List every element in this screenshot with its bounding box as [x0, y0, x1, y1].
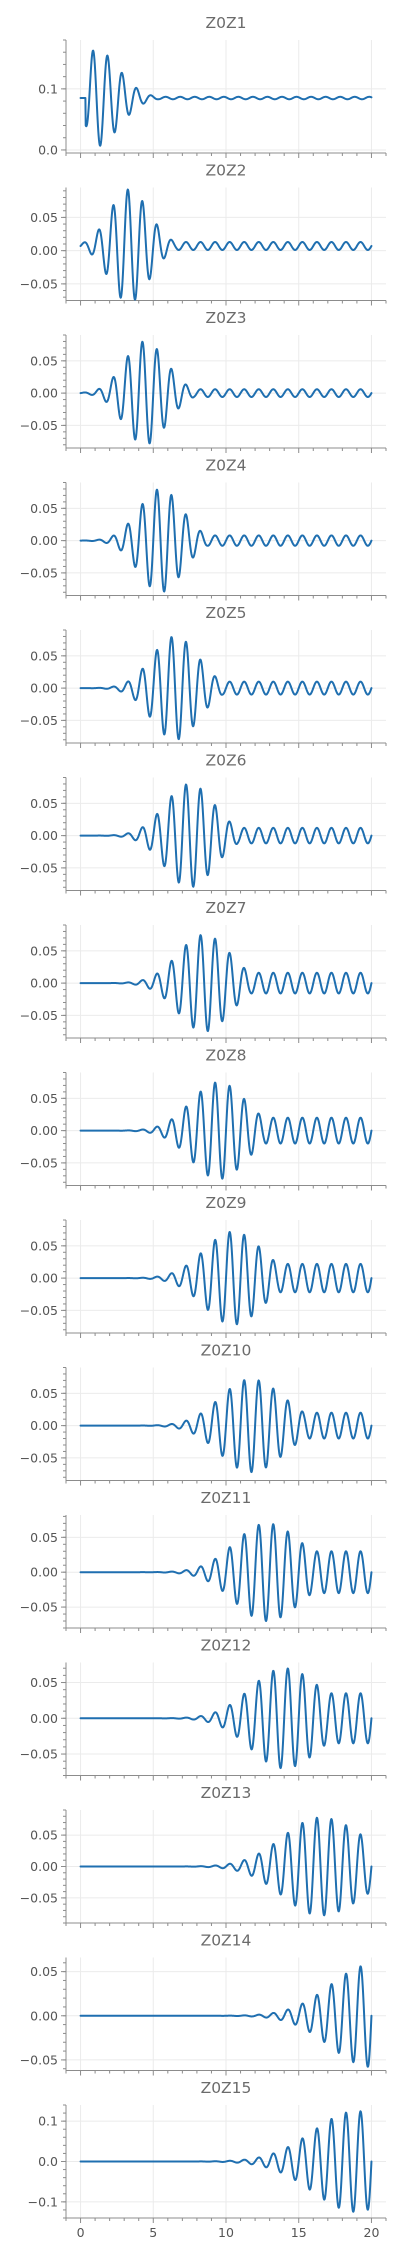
subplot-title: Z0Z6 [206, 752, 247, 770]
x-tick-label: 10 [218, 2225, 234, 2240]
subplot-z0z2: Z0Z2 −0.05 0.00 0.05 [20, 162, 387, 306]
y-tick-label: −0.05 [20, 1747, 58, 1762]
subplot-title: Z0Z12 [201, 1637, 252, 1655]
subplot-title: Z0Z7 [206, 899, 247, 917]
series-line [79, 1523, 373, 1622]
y-tick-label: −0.05 [20, 565, 58, 580]
y-tick-label: −0.1 [28, 2194, 58, 2209]
y-tick-label: 0.05 [30, 1530, 58, 1545]
y-tick-label: 0.00 [30, 533, 58, 548]
series-line [79, 636, 373, 741]
subplot-title: Z0Z5 [206, 604, 247, 622]
y-tick-label: 0.00 [30, 1123, 58, 1138]
subplot-z0z13: Z0Z13 −0.05 0.00 0.05 [20, 1784, 387, 1928]
subplot-z0z9: Z0Z9 −0.05 0.00 0.05 [20, 1194, 387, 1338]
series-line [79, 340, 373, 445]
y-tick-label: 0.05 [30, 1828, 58, 1843]
y-tick-label: 0.1 [38, 2114, 58, 2129]
y-tick-label: 0.05 [30, 943, 58, 958]
y-tick-label: −0.05 [20, 1303, 58, 1318]
subplot-z0z6: Z0Z6 −0.05 0.00 0.05 [20, 752, 387, 896]
subplot-z0z10: Z0Z10 −0.05 0.00 0.05 [20, 1342, 387, 1486]
subplot-title: Z0Z15 [201, 2079, 252, 2097]
y-tick-label: −0.05 [20, 418, 58, 433]
subplot-z0z1: Z0Z1 0.0 0.1 [38, 14, 387, 158]
series-line [79, 49, 373, 147]
x-tick-label: 5 [149, 2225, 157, 2240]
y-tick-label: 0.00 [30, 976, 58, 991]
y-tick-label: 0.00 [30, 828, 58, 843]
series-line [79, 1379, 373, 1474]
y-tick-label: 0.00 [30, 1418, 58, 1433]
subplot-title: Z0Z14 [201, 1932, 252, 1950]
subplot-title: Z0Z8 [206, 1047, 247, 1065]
y-tick-label: 0.0 [38, 2154, 58, 2169]
y-tick-label: 0.05 [30, 1238, 58, 1253]
subplot-z0z14: Z0Z14 −0.05 0.00 0.05 [20, 1932, 387, 2076]
y-tick-label: 0.05 [30, 796, 58, 811]
y-tick-label: −0.05 [20, 713, 58, 728]
y-tick-label: 0.05 [30, 1091, 58, 1106]
y-tick-label: 0.05 [30, 501, 58, 516]
series-line [79, 783, 373, 888]
y-tick-label: 0.00 [30, 243, 58, 258]
subplot-title: Z0Z13 [201, 1784, 252, 1802]
subplot-title: Z0Z1 [206, 14, 247, 32]
y-tick-label: 0.00 [30, 1271, 58, 1286]
subplot-title: Z0Z4 [206, 457, 247, 475]
y-tick-label: 0.00 [30, 1565, 58, 1580]
subplot-title: Z0Z11 [201, 1489, 252, 1507]
series-line [79, 1816, 373, 1917]
series-line [79, 2110, 373, 2213]
series-line [79, 1667, 373, 1770]
y-tick-label: 0.05 [30, 648, 58, 663]
y-tick-label: 0.05 [30, 1964, 58, 1979]
y-tick-label: −0.05 [20, 1600, 58, 1615]
x-tick-label: 20 [364, 2225, 380, 2240]
subplot-title: Z0Z9 [206, 1194, 247, 1212]
y-tick-label: 0.05 [30, 1386, 58, 1401]
y-tick-label: −0.05 [20, 1155, 58, 1170]
y-tick-label: 0.00 [30, 1859, 58, 1874]
subplot-z0z7: Z0Z7 −0.05 0.00 0.05 [20, 899, 387, 1043]
y-tick-label: 0.00 [30, 681, 58, 696]
series-line [79, 188, 373, 301]
x-tick-label: 15 [291, 2225, 307, 2240]
y-tick-label: 0.05 [30, 210, 58, 225]
series-line [79, 1081, 373, 1180]
y-tick-label: 0.00 [30, 1711, 58, 1726]
y-tick-label: 0.0 [38, 142, 58, 157]
series-line [79, 1231, 373, 1326]
y-tick-label: −0.05 [20, 860, 58, 875]
subplot-title: Z0Z2 [206, 162, 247, 180]
subplot-z0z5: Z0Z5 −0.05 0.00 0.05 [20, 604, 387, 748]
y-tick-label: 0.00 [30, 386, 58, 401]
y-tick-label: −0.05 [20, 2052, 58, 2067]
subplot-z0z15: Z0Z15 0 5 10 15 20 −0.1 0.0 0.1 [28, 2079, 387, 2240]
y-tick-label: −0.05 [20, 1450, 58, 1465]
series-line [79, 934, 373, 1033]
y-tick-label: −0.05 [20, 1008, 58, 1023]
y-tick-label: −0.05 [20, 1890, 58, 1905]
subplot-z0z3: Z0Z3 −0.05 0.00 0.05 [20, 309, 387, 453]
subplot-z0z4: Z0Z4 −0.05 0.00 0.05 [20, 457, 387, 601]
y-tick-label: 0.1 [38, 81, 58, 96]
subplot-z0z8: Z0Z8 −0.05 0.00 0.05 [20, 1047, 387, 1191]
y-tick-label: 0.05 [30, 353, 58, 368]
y-tick-label: −0.05 [20, 276, 58, 291]
subplot-z0z11: Z0Z11 −0.05 0.00 0.05 [20, 1489, 387, 1633]
y-tick-label: 0.05 [30, 1675, 58, 1690]
subplot-title: Z0Z3 [206, 309, 247, 327]
x-tick-label: 0 [77, 2225, 85, 2240]
y-tick-label: 0.00 [30, 2008, 58, 2023]
subplot-title: Z0Z10 [201, 1342, 252, 1360]
series-line [79, 488, 373, 593]
series-line [79, 1965, 373, 2068]
subplot-z0z12: Z0Z12 −0.05 0.00 0.05 [20, 1637, 387, 1781]
